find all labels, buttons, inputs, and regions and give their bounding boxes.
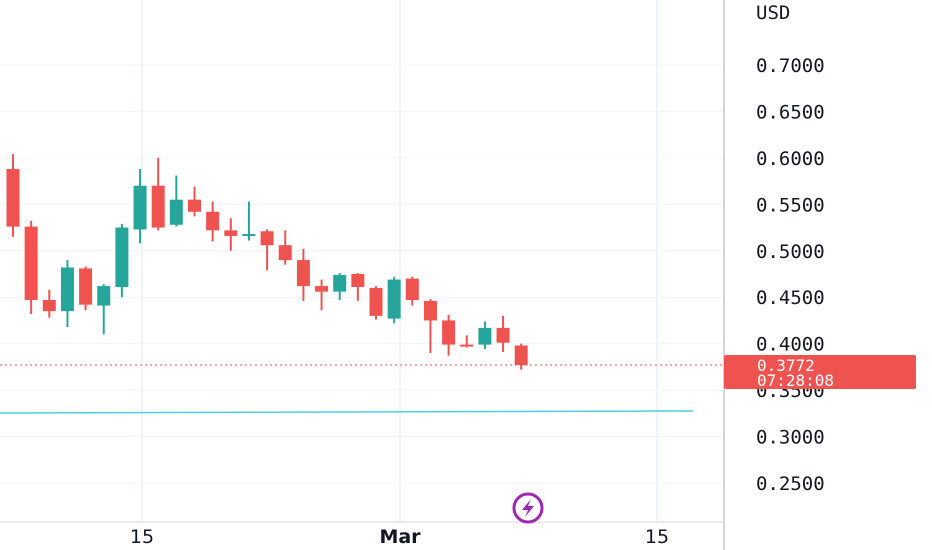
y-tick-label: 0.6000 (756, 148, 825, 170)
candle-body (60, 267, 74, 312)
candle (442, 314, 456, 356)
candle (224, 218, 238, 251)
lightning-icon[interactable] (512, 492, 544, 524)
axes (0, 0, 725, 550)
candle (24, 221, 38, 314)
last-price-badge-bg (724, 355, 916, 389)
candle (460, 335, 474, 348)
candle (206, 201, 220, 242)
candle-body (478, 327, 492, 345)
candle-body (460, 344, 474, 347)
candle-body (514, 345, 528, 366)
grid-lines (0, 0, 724, 522)
y-tick-label: 0.4000 (756, 334, 825, 356)
candle (60, 260, 74, 327)
last-price-badge: 0.3772 07:28:08 (724, 355, 916, 390)
y-tick-label: 0.4500 (756, 287, 825, 309)
x-tick-label: Mar (379, 526, 421, 548)
candle-body (315, 286, 329, 292)
candles (6, 154, 528, 370)
candle (169, 175, 183, 227)
y-axis-labels: 0.7000 0.6500 0.6000 0.5500 0.5000 0.4500 0.40… (756, 55, 825, 495)
candle (97, 284, 111, 335)
x-axis-labels: 15 Mar 15 (130, 526, 669, 548)
y-tick-label: 0.5000 (756, 241, 825, 263)
candle-body (387, 279, 401, 319)
candle-body (24, 226, 38, 301)
candle-body (260, 231, 274, 246)
candle (188, 186, 201, 217)
candle-body (79, 268, 93, 305)
y-tick-label: 0.3000 (756, 427, 825, 449)
candle (278, 230, 292, 265)
candle (79, 266, 93, 311)
candle (242, 201, 256, 241)
candle (405, 276, 419, 306)
y-tick-label: 0.2500 (756, 473, 825, 495)
candle-body (42, 300, 56, 312)
x-tick-label: 15 (130, 526, 154, 548)
candle (42, 289, 56, 318)
currency-label: USD (756, 2, 790, 24)
candle-body (369, 287, 383, 316)
candle (296, 248, 310, 301)
horizontal-line (0, 410, 694, 414)
candle-body (6, 169, 20, 227)
candle-body (333, 274, 347, 292)
candle-body (423, 300, 437, 321)
horizontal-line-layer (0, 410, 694, 414)
candle-body (133, 185, 147, 230)
candle (387, 276, 401, 324)
candle (496, 315, 510, 353)
candle (260, 229, 274, 271)
candle-body (242, 234, 256, 237)
candle (315, 279, 329, 311)
candle (369, 286, 383, 320)
candle (6, 154, 20, 237)
candle (133, 169, 147, 244)
candle-body (115, 227, 129, 288)
candle-body (206, 211, 220, 231)
candle-body (405, 278, 419, 301)
candle-body (442, 320, 456, 345)
last-price-value: 0.3772 (757, 356, 815, 375)
candle-body (496, 327, 510, 343)
candle (333, 273, 347, 301)
candle-body (224, 230, 238, 236)
candle-body (97, 286, 111, 306)
y-tick-label: 0.6500 (756, 101, 825, 123)
candle (514, 343, 528, 370)
candle-body (169, 199, 183, 225)
y-tick-label: 0.7000 (756, 55, 825, 77)
candle (115, 223, 129, 298)
candle-body (188, 199, 201, 212)
candle (351, 273, 365, 301)
candle (151, 157, 165, 231)
candle (478, 321, 492, 350)
candle-body (296, 260, 310, 287)
x-tick-label: 15 (645, 526, 669, 548)
countdown-value: 07:28:08 (757, 371, 834, 390)
y-tick-label: 0.5500 (756, 194, 825, 216)
candle-body (278, 245, 292, 261)
candle-body (351, 274, 365, 288)
candle (423, 299, 437, 353)
candle-body (151, 185, 165, 228)
